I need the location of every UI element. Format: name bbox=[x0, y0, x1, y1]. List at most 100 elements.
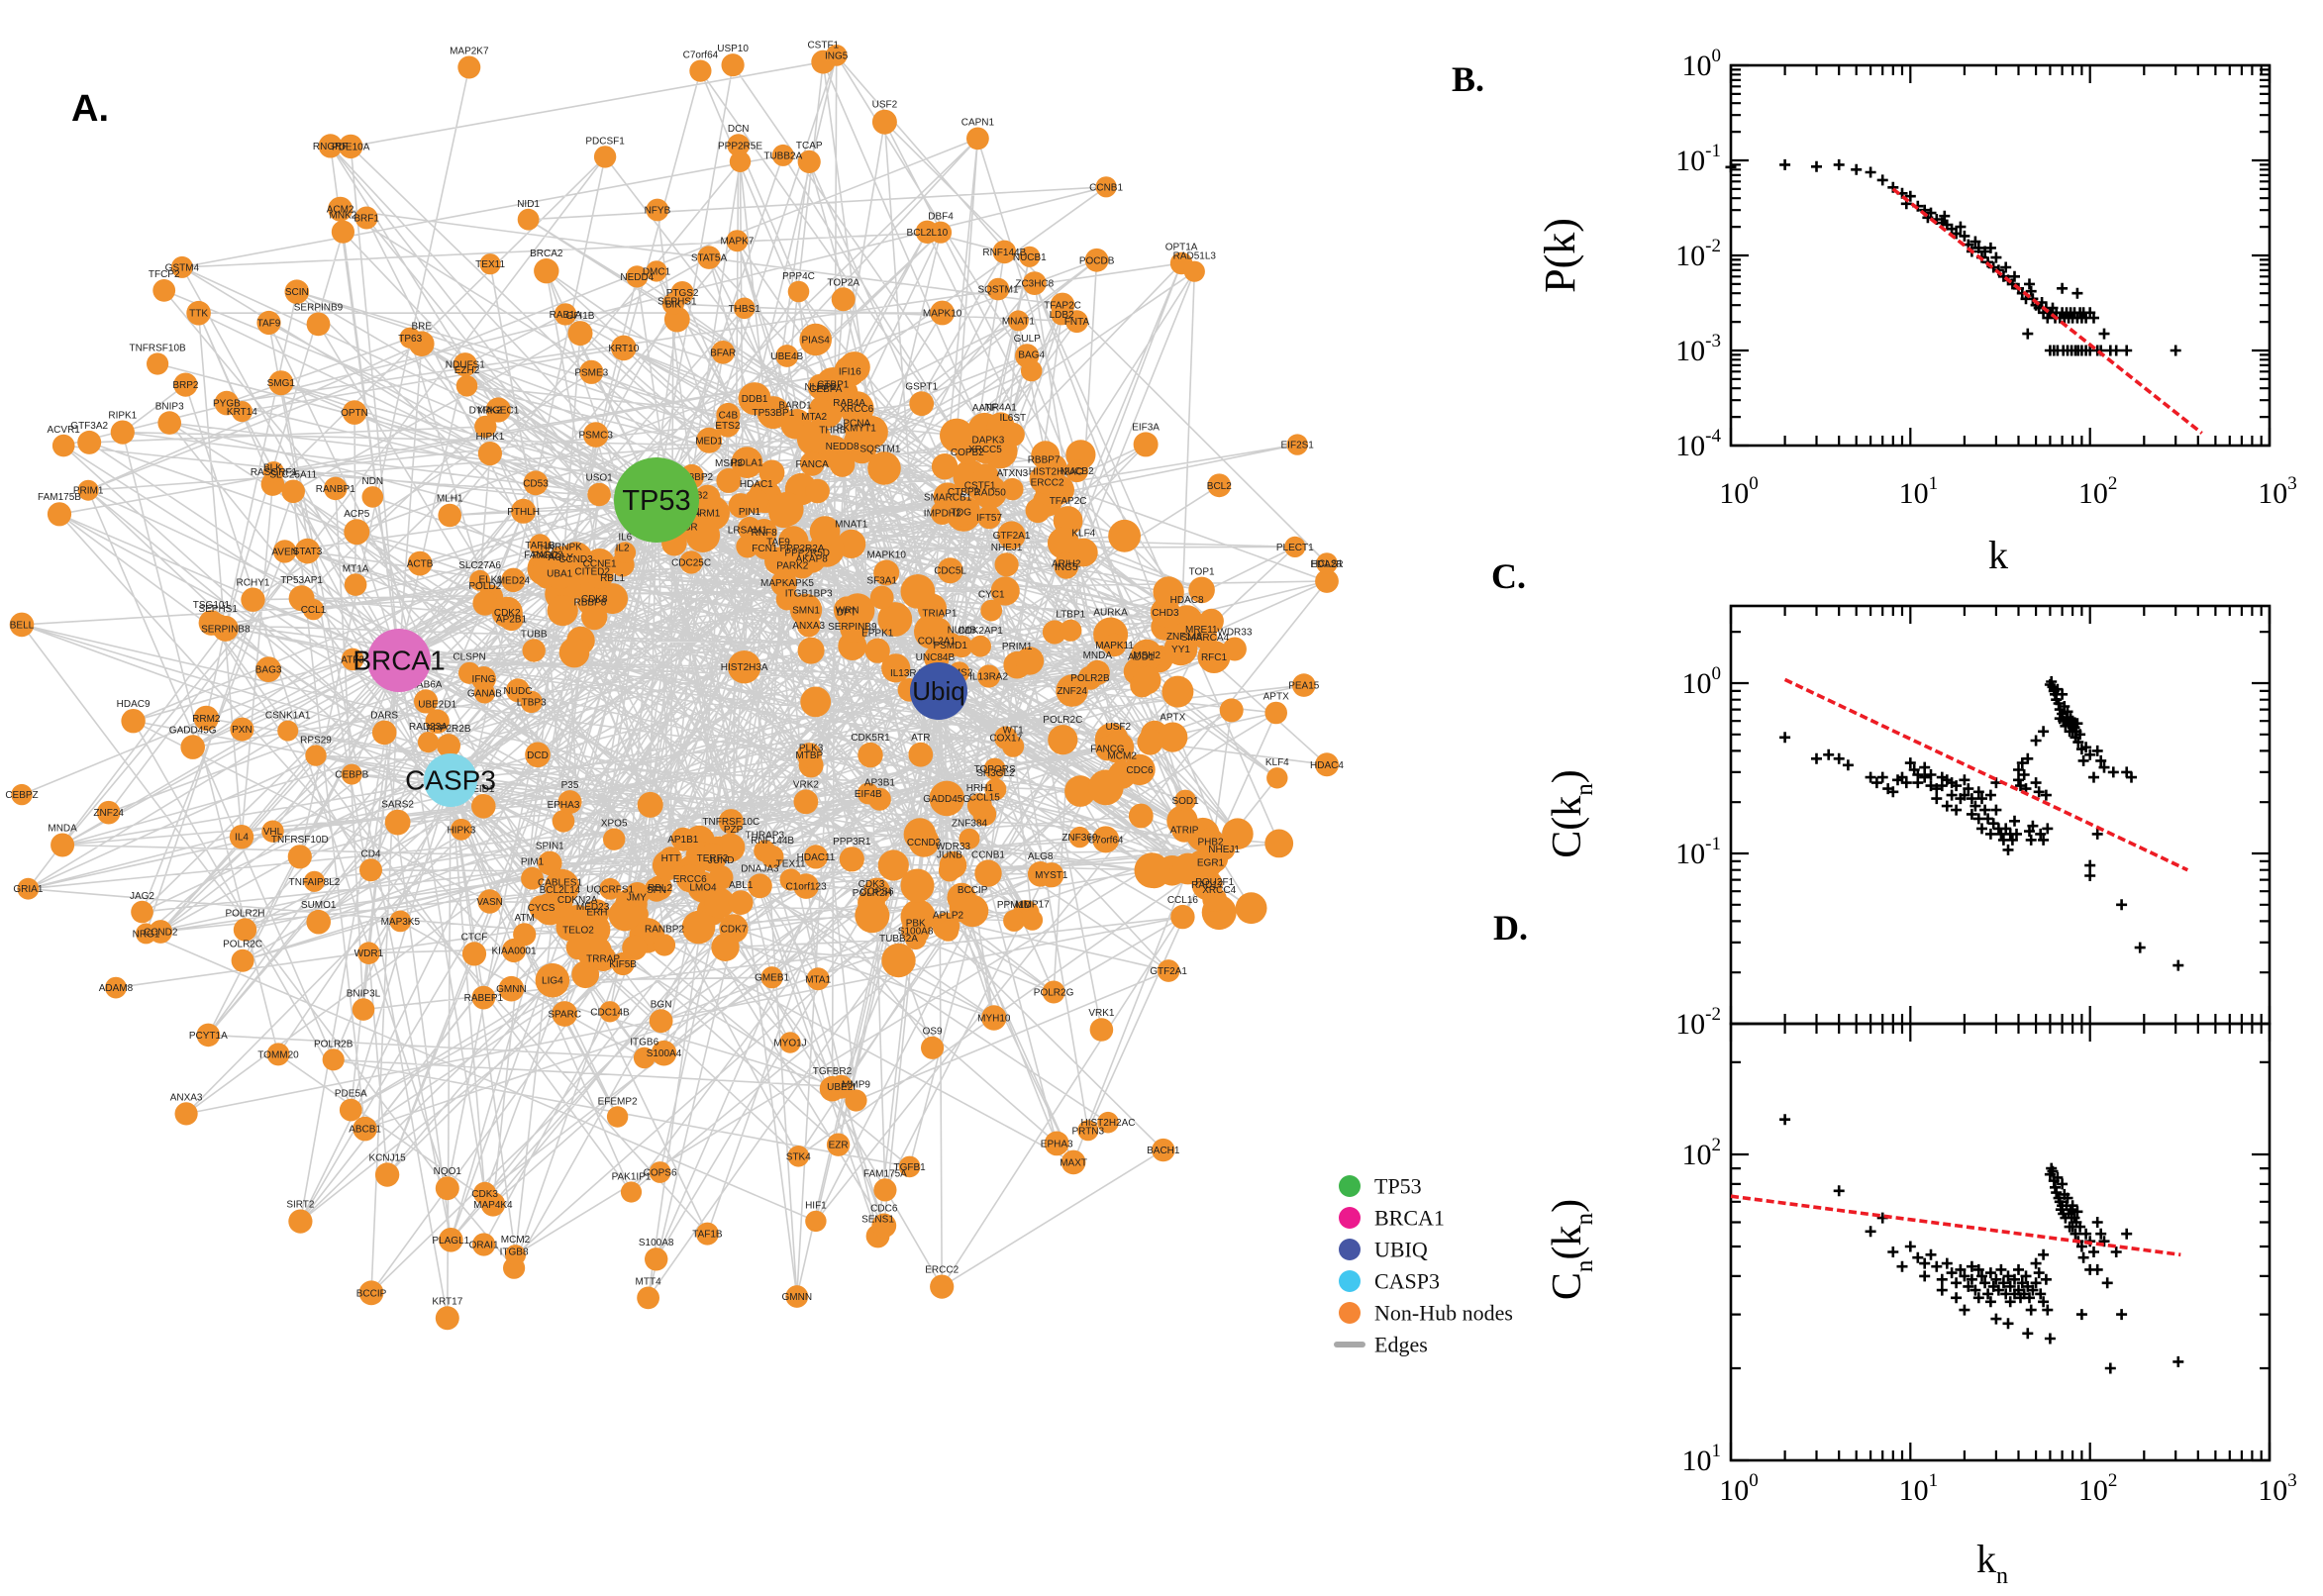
network-node bbox=[331, 220, 354, 244]
network-node-label: GADD45G bbox=[169, 725, 217, 736]
network-node-label: DCD bbox=[527, 750, 549, 761]
network-node-label: CYC1 bbox=[978, 590, 1005, 601]
network-node-label: TSG101 bbox=[193, 600, 231, 611]
network-node-label: GULP bbox=[1014, 334, 1042, 345]
network-node-label: PPP2R2A bbox=[779, 544, 824, 554]
network-node-label: MED1 bbox=[695, 436, 723, 447]
network-node-label: SF3A1 bbox=[866, 576, 897, 587]
network-node bbox=[96, 800, 121, 825]
network-node bbox=[287, 845, 312, 869]
network-node bbox=[294, 538, 321, 564]
network-node bbox=[697, 246, 721, 269]
network-node-label: SFN bbox=[647, 885, 666, 896]
network-node bbox=[651, 1040, 677, 1066]
network-node-label: NEDD8 bbox=[826, 442, 859, 452]
network-node-label: POLA1 bbox=[731, 458, 763, 469]
y-tick-label-C: 10-1 bbox=[1675, 834, 1721, 870]
network-node bbox=[471, 666, 496, 691]
network-node bbox=[437, 734, 460, 758]
network-node-label: COL2A1 bbox=[918, 636, 957, 647]
network-node-label: PIN1 bbox=[739, 507, 761, 518]
network-node bbox=[288, 1209, 313, 1234]
network-node-label: SQSTM1 bbox=[859, 445, 901, 455]
network-node bbox=[261, 820, 284, 843]
network-node bbox=[990, 576, 1020, 606]
network-node bbox=[473, 1181, 497, 1205]
network-node-label: ERCC2 bbox=[925, 1265, 959, 1276]
network-node-label: AP2B1 bbox=[496, 614, 528, 625]
network-node-labels: PRIM1 NHEJ1 KLF4 CSTF1 TFAP2C HIST2H2AC GTF2A1… bbox=[5, 41, 1344, 1308]
network-node bbox=[760, 845, 784, 868]
network-node bbox=[1157, 959, 1180, 982]
network-node-label: PPP2R5E bbox=[718, 142, 762, 152]
legend-marker-icon bbox=[1339, 1207, 1361, 1229]
network-node bbox=[966, 793, 992, 818]
network-node bbox=[929, 221, 953, 244]
network-node-label: HRH1 bbox=[966, 783, 994, 794]
network-node-label: OPTN bbox=[341, 408, 368, 419]
network-node bbox=[1207, 473, 1232, 498]
network-node-label: BCL2 bbox=[1207, 481, 1232, 492]
network-node bbox=[214, 390, 240, 416]
network-node bbox=[797, 150, 821, 173]
network-node bbox=[1162, 675, 1194, 708]
network-node bbox=[708, 865, 734, 890]
network-node-label: PXN bbox=[232, 725, 252, 736]
network-node-label: TEX11 bbox=[475, 259, 505, 270]
network-node-label: SMN1 bbox=[792, 605, 820, 616]
network-node bbox=[825, 45, 848, 66]
network-node bbox=[371, 720, 397, 746]
network-node-label: BFAR bbox=[710, 348, 736, 358]
network-node bbox=[354, 206, 378, 230]
network-node-label: RBBP7 bbox=[1028, 454, 1060, 465]
network-node bbox=[229, 825, 254, 849]
network-node-label: RNGRF bbox=[313, 142, 349, 152]
network-node bbox=[1152, 1138, 1175, 1162]
hub-node-ubiq bbox=[910, 662, 967, 720]
network-node bbox=[728, 650, 761, 684]
legend-marker-icon bbox=[1339, 1239, 1361, 1260]
network-node-label: XRCC5 bbox=[968, 445, 1002, 455]
network-node bbox=[1235, 892, 1267, 925]
network-node bbox=[501, 567, 526, 592]
network-node-label: SERPINB9 bbox=[294, 303, 344, 314]
network-node bbox=[1158, 722, 1188, 752]
network-node-label: ORAI1 bbox=[469, 1241, 499, 1251]
network-node-label: FANCG bbox=[1090, 745, 1125, 755]
network-node-label: ERCC6 bbox=[673, 874, 707, 885]
y-axis-title-B: P(k) bbox=[1536, 218, 1584, 293]
network-node bbox=[646, 260, 667, 282]
network-node-label: POCDB bbox=[1079, 255, 1115, 266]
network-node-label: TDG bbox=[951, 508, 971, 519]
network-node-label: GANAB bbox=[467, 688, 502, 699]
network-node-label: TAF1B bbox=[525, 541, 556, 551]
network-node bbox=[704, 887, 735, 919]
network-node bbox=[738, 382, 771, 416]
legend-label: CASP3 bbox=[1374, 1269, 1440, 1294]
network-node-label: HDAC4 bbox=[1310, 760, 1344, 771]
network-node bbox=[233, 918, 257, 942]
network-node-label: SEPHS1 bbox=[657, 297, 697, 308]
network-node-label: MCM2 bbox=[501, 1235, 531, 1246]
plot-panel-B: 100 10-1 10-2 10-3 10-4 100 101 102 103 k P(k) bbox=[1536, 46, 2297, 577]
network-node-label: CEBPZ bbox=[5, 790, 38, 801]
network-node-label: TELO2 bbox=[562, 926, 594, 937]
network-node bbox=[951, 635, 973, 658]
network-node-label: DYRK2 bbox=[469, 406, 503, 417]
network-node bbox=[389, 910, 412, 933]
network-node bbox=[779, 868, 802, 891]
network-node bbox=[552, 810, 575, 833]
network-node-label: RPS29 bbox=[300, 736, 332, 747]
network-node bbox=[807, 373, 834, 400]
network-node bbox=[1048, 725, 1078, 755]
network-node-label: ACM2 bbox=[327, 205, 354, 216]
network-node bbox=[1089, 1018, 1114, 1042]
network-node bbox=[984, 778, 1007, 801]
network-node-label: TCAP bbox=[796, 141, 823, 151]
network-node-label: SLC27A6 bbox=[458, 560, 501, 571]
network-node bbox=[472, 1233, 496, 1256]
network-node bbox=[819, 1075, 846, 1102]
network-node-label: NR4A1 bbox=[985, 402, 1018, 413]
network-node-label: ATR bbox=[911, 733, 930, 744]
network-node bbox=[1055, 551, 1078, 575]
